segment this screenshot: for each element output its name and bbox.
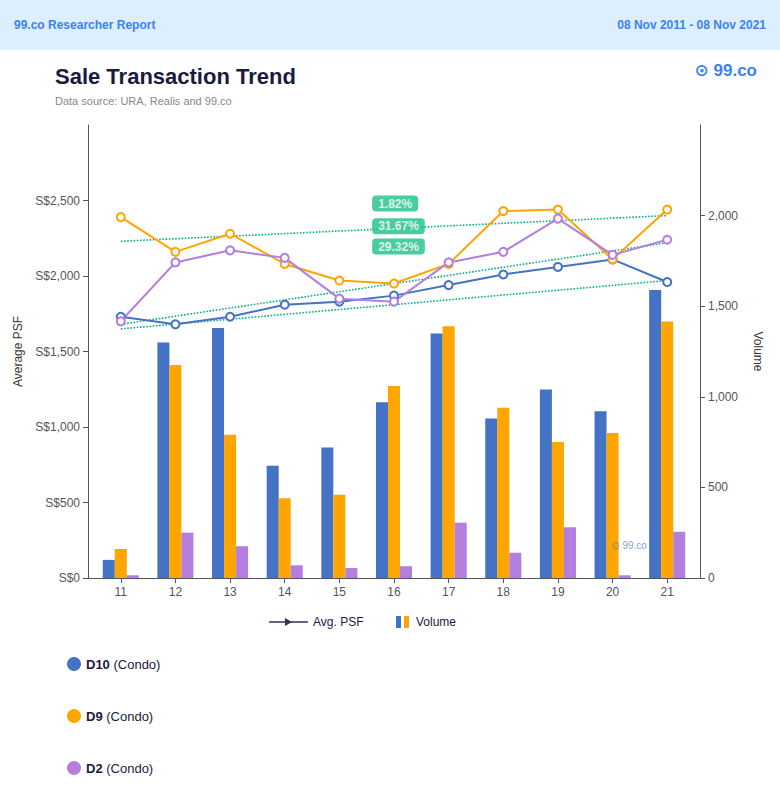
svg-text:17: 17	[442, 585, 456, 599]
svg-text:12: 12	[169, 585, 183, 599]
svg-text:Volume: Volume	[751, 331, 765, 371]
svg-text:19: 19	[551, 585, 565, 599]
svg-text:13: 13	[223, 585, 237, 599]
svg-text:31.67%: 31.67%	[378, 219, 419, 233]
svg-text:0: 0	[708, 571, 715, 585]
svg-text:⊙ 99.co: ⊙ 99.co	[695, 61, 757, 80]
svg-text:20: 20	[606, 585, 620, 599]
svg-text:Avg. PSF: Avg. PSF	[313, 615, 363, 629]
svg-text:11: 11	[115, 585, 128, 599]
svg-text:D2: D2	[86, 761, 103, 776]
svg-text:S$1,500: S$1,500	[35, 345, 80, 359]
svg-text:1.82%: 1.82%	[378, 197, 412, 211]
svg-text:21: 21	[661, 585, 675, 599]
svg-text:⊙ 99.co: ⊙ 99.co	[611, 540, 647, 551]
svg-text:S$2,000: S$2,000	[35, 269, 80, 283]
svg-text:D9: D9	[86, 709, 103, 724]
svg-text:1,500: 1,500	[708, 299, 738, 313]
svg-text:18: 18	[497, 585, 511, 599]
svg-text:S$500: S$500	[45, 496, 80, 510]
svg-text:08 Nov 2011 - 08 Nov 2021: 08 Nov 2011 - 08 Nov 2021	[617, 18, 766, 32]
svg-text:S$0: S$0	[59, 571, 81, 585]
svg-text:D10: D10	[86, 657, 110, 672]
svg-text:Volume: Volume	[416, 615, 456, 629]
svg-text:S$2,500: S$2,500	[35, 194, 80, 208]
svg-text:S$1,000: S$1,000	[35, 420, 80, 434]
svg-text:Sale Transaction Trend: Sale Transaction Trend	[55, 64, 296, 89]
svg-text:29.32%: 29.32%	[378, 240, 419, 254]
svg-text:(Condo): (Condo)	[103, 761, 154, 776]
svg-text:Data source: URA, Realis and 9: Data source: URA, Realis and 99.co	[55, 95, 232, 107]
svg-text:1,000: 1,000	[708, 390, 738, 404]
svg-text:16: 16	[387, 585, 401, 599]
svg-text:Average PSF: Average PSF	[11, 316, 25, 387]
svg-text:15: 15	[333, 585, 347, 599]
svg-text:500: 500	[708, 480, 728, 494]
svg-text:2,000: 2,000	[708, 209, 738, 223]
svg-text:(Condo): (Condo)	[110, 657, 161, 672]
svg-text:99.co Researcher Report: 99.co Researcher Report	[14, 18, 155, 32]
svg-text:14: 14	[278, 585, 292, 599]
svg-text:(Condo): (Condo)	[103, 709, 154, 724]
